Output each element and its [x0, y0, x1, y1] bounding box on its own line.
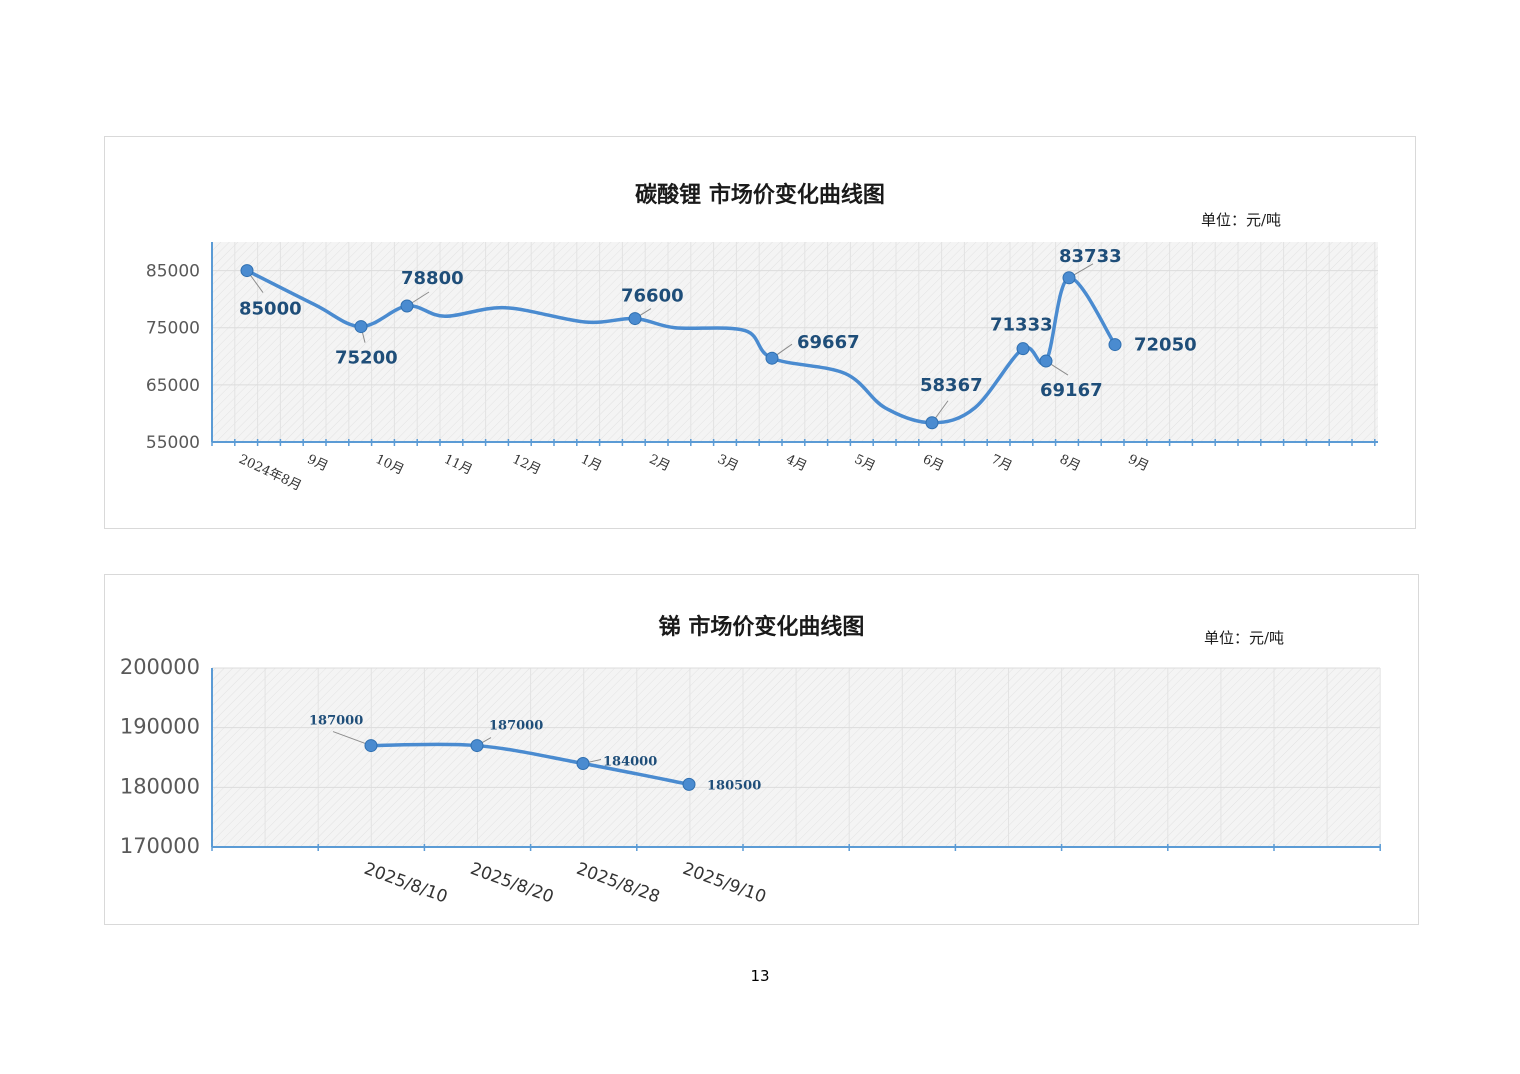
data-label: 83733: [1059, 246, 1122, 267]
y-tick-label: 180000: [120, 774, 200, 798]
x-tick-label: 3月: [715, 452, 741, 475]
data-point: [925, 416, 939, 430]
data-point: [364, 739, 378, 753]
data-label: 72050: [1134, 335, 1197, 356]
antimony-chart-panel: 锑 市场价变化曲线图 单位：元/吨 170000 180000 190000 2000…: [104, 574, 1419, 925]
data-point: [1039, 354, 1053, 368]
x-tick-label: 2025/8/10: [361, 859, 450, 908]
x-tick-label: 6月: [920, 452, 946, 475]
data-point: [682, 777, 696, 791]
x-tick-label: 1月: [578, 452, 604, 475]
data-point: [1062, 271, 1076, 285]
data-point: [1108, 338, 1122, 352]
data-label: 76600: [621, 286, 684, 307]
data-label: 69667: [797, 332, 860, 353]
series-line: [369, 742, 691, 787]
data-point: [628, 312, 642, 326]
data-point: [240, 264, 254, 278]
y-tick-label: 55000: [146, 433, 200, 453]
data-label: 78800: [401, 268, 464, 289]
data-point: [354, 320, 368, 334]
x-tick-label: 2025/8/28: [574, 859, 663, 908]
data-label: 180500: [707, 778, 761, 793]
x-tick-label: 2月: [647, 452, 673, 475]
data-point: [765, 351, 779, 365]
y-tick-label: 65000: [146, 376, 200, 396]
x-tick-label: 4月: [784, 452, 810, 475]
x-tick-label: 11月: [442, 452, 475, 478]
page-number: 13: [750, 967, 770, 985]
data-point: [1016, 342, 1030, 356]
antimony-line-chart: 170000 180000 190000 200000 2025/8/10 2025/8/…: [120, 655, 1381, 908]
x-tick-label: 2025/9/10: [680, 859, 769, 908]
y-tick-label: 85000: [146, 262, 200, 282]
x-tick-label: 2025/8/20: [467, 859, 556, 908]
y-tick-label: 190000: [120, 715, 200, 739]
unit-label: 单位：元/吨: [1204, 629, 1285, 647]
data-label: 187000: [489, 719, 543, 734]
leader-line: [332, 731, 372, 747]
x-tick-label: 8月: [1057, 452, 1083, 475]
x-tick-label: 7月: [989, 452, 1015, 475]
x-tick-label: 10月: [373, 452, 406, 478]
y-tick-label: 170000: [120, 834, 200, 858]
data-point: [470, 739, 484, 753]
data-point: [400, 299, 414, 313]
x-tick-label: 2024年8月: [236, 452, 303, 494]
data-label: 71333: [990, 315, 1053, 336]
plot-area: [212, 242, 1378, 442]
data-label: 187000: [309, 714, 363, 729]
unit-label: 单位：元/吨: [1201, 211, 1282, 229]
data-label: 75200: [335, 348, 398, 369]
x-tick-label: 12月: [510, 452, 543, 478]
lithium-carbonate-chart-panel: 碳酸锂 市场价变化曲线图 单位：元/吨 55000 65000 75000 85000…: [104, 136, 1416, 529]
y-tick-label: 75000: [146, 319, 200, 339]
chart-title: 碳酸锂 市场价变化曲线图: [635, 183, 885, 208]
data-label: 85000: [239, 299, 302, 320]
x-tick-label: 9月: [305, 452, 331, 475]
x-tick-label: 5月: [852, 452, 878, 475]
data-point: [576, 756, 590, 770]
data-label: 69167: [1040, 380, 1103, 401]
data-label: 58367: [920, 375, 983, 396]
chart-title: 锑 市场价变化曲线图: [658, 615, 865, 640]
y-tick-label: 200000: [120, 655, 200, 679]
data-label: 184000: [603, 754, 657, 769]
x-tick-label: 9月: [1126, 452, 1152, 475]
